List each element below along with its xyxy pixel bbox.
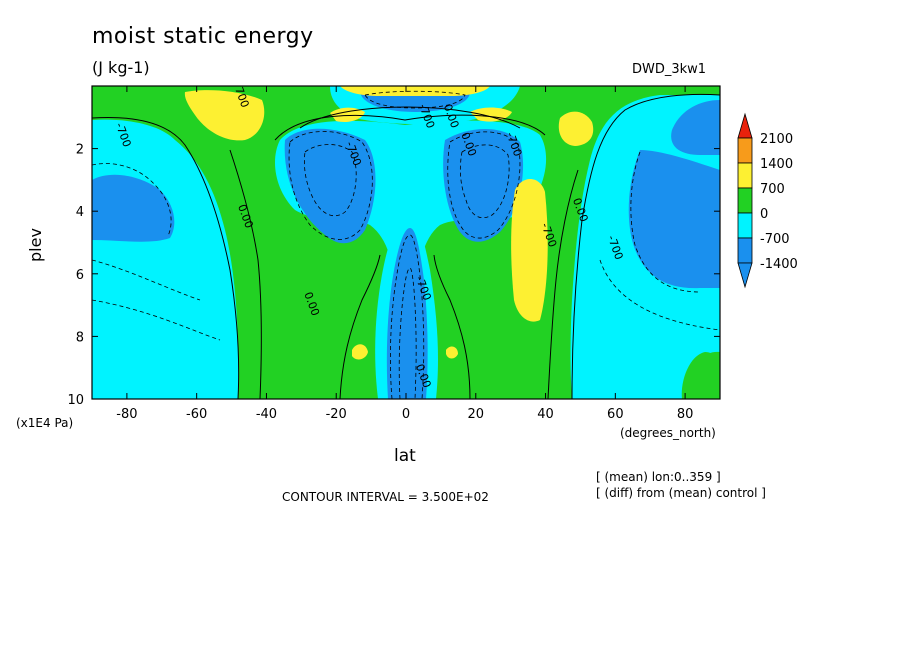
field-strong-negative-nh-midlevel (443, 128, 524, 242)
field-strong-negative-right (671, 100, 720, 155)
contour-dashed-4 (288, 131, 373, 240)
contour-interval-label: CONTOUR INTERVAL = 3.500E+02 (282, 490, 489, 504)
x-axis-ticks: -80 -60 -40 -20 0 20 40 60 80 (116, 86, 693, 422)
x-tick-label: 0 (402, 407, 410, 422)
x-tick-label: 80 (677, 407, 694, 422)
contour-lines-dashed (92, 90, 720, 399)
field-max-upper-center-left (330, 107, 365, 122)
note-diff-control: [ (diff) from (mean) control ] (596, 486, 766, 500)
field-strong-negative-left (92, 174, 175, 242)
contour-dashed-12 (599, 259, 720, 331)
colorbar-label: -700 (760, 232, 790, 247)
x-tick-label: -40 (256, 407, 277, 422)
chart-title: moist static energy (92, 24, 314, 49)
x-tick-label: 40 (537, 407, 554, 422)
contour-dashed-7 (459, 144, 510, 219)
field-max-nh-upper (558, 111, 594, 146)
contour-solid-1 (92, 117, 240, 399)
colorbar-label: 1400 (760, 157, 793, 172)
field-max-nh-low (446, 346, 458, 359)
y-axis-units: (x1E4 Pa) (16, 416, 74, 430)
contour-solid-2 (229, 149, 262, 399)
contour-lines (92, 93, 720, 399)
contour-dashed-5 (304, 144, 357, 217)
note-mean-lon: [ (mean) lon:0..359 ] (596, 470, 721, 484)
y-tick-label: 6 (76, 268, 84, 283)
y-axis-ticks: 2 4 6 8 10 (67, 143, 720, 408)
colorbar-bottom-arrow (737, 262, 753, 289)
contour-solid-4 (547, 169, 579, 399)
x-tick-label: -20 (326, 407, 347, 422)
x-tick-label: 20 (468, 407, 485, 422)
x-tick-label: -80 (116, 407, 137, 422)
colorbar-segment (737, 162, 753, 189)
field-strong-negative-right-lower (628, 150, 720, 289)
chart-units: (J kg-1) (92, 58, 150, 77)
contour-dashed-11 (92, 299, 221, 341)
colorbar-segment (737, 187, 753, 214)
contour-dashed-1 (92, 163, 172, 237)
contour-solid-6 (433, 254, 471, 399)
x-tick-label: 60 (607, 407, 624, 422)
field-max-upper-left (184, 90, 265, 141)
contour-dashed-3 (630, 151, 701, 293)
x-tick-label: -60 (186, 407, 207, 422)
y-tick-label: 10 (67, 393, 84, 408)
field-positive-bottom-right (681, 352, 720, 399)
field-strong-negative-equator (386, 228, 428, 399)
colorbar-label: -1400 (760, 257, 798, 272)
contour-dashed-8 (390, 234, 425, 399)
y-tick-label: 4 (76, 205, 84, 220)
colorbar-segment (737, 137, 753, 164)
contour-dashed-6 (447, 131, 521, 239)
colorbar-segment (737, 237, 753, 264)
colorbar-label: 2100 (760, 132, 793, 147)
run-name: DWD_3kw1 (632, 62, 707, 77)
y-tick-label: 2 (76, 143, 84, 158)
contour-solid-8 (299, 106, 521, 129)
contour-solid-5 (339, 254, 381, 399)
plot-field (92, 86, 720, 399)
field-max-nh-column (511, 178, 548, 322)
field-strong-negative-sh-midlevel (284, 128, 376, 244)
x-axis-units: (degrees_north) (620, 426, 716, 440)
colorbar-top-arrow (737, 112, 753, 139)
colorbar-label: 700 (760, 182, 785, 197)
contour-dashed-10 (364, 90, 466, 109)
colorbar-segment (737, 212, 753, 239)
contour-solid-7 (274, 114, 546, 141)
colorbar: 2100 1400 700 0 -700 -1400 (737, 112, 798, 289)
field-max-sh-low (352, 344, 368, 360)
x-axis-label: lat (394, 446, 416, 466)
y-tick-label: 8 (76, 330, 84, 345)
colorbar-label: 0 (760, 207, 768, 222)
contour-solid-3 (571, 93, 720, 399)
